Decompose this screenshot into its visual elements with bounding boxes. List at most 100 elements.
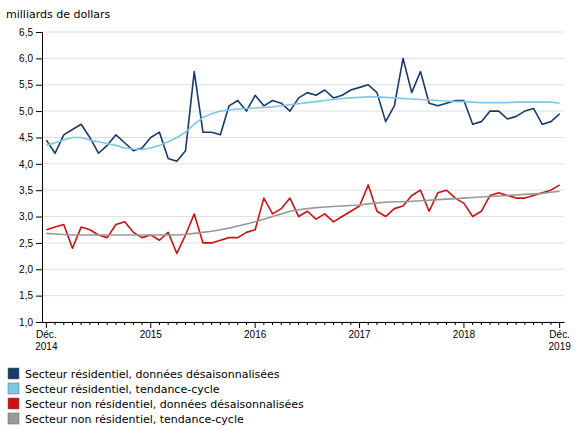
x-tick [446, 322, 447, 325]
grid-line [42, 163, 564, 164]
x-tick [403, 322, 404, 325]
x-tick-mark [168, 322, 169, 325]
x-tick [168, 322, 169, 325]
x-tick-label: 2018 [453, 329, 476, 340]
y-tick-label: 6,5 [19, 27, 33, 38]
y-tick: 5,5 [19, 79, 42, 90]
x-tick-mark [89, 322, 90, 325]
x-tick-mark [429, 322, 430, 325]
grid-line [42, 242, 564, 243]
x-tick [55, 322, 56, 325]
grid-line [42, 322, 564, 323]
x-tick-mark [272, 322, 273, 325]
x-tick-mark [316, 322, 317, 325]
y-tick-label: 1,5 [19, 290, 33, 301]
grid-line [42, 295, 564, 296]
x-tick [333, 322, 334, 325]
x-tick-label: Déc.2014 [35, 329, 58, 352]
x-tick [237, 322, 238, 325]
x-tick-mark [107, 322, 108, 325]
x-tick [115, 322, 116, 325]
x-tick [394, 322, 395, 325]
x-tick: Déc.2014 [35, 322, 58, 352]
x-tick [98, 322, 99, 325]
x-tick-mark [550, 322, 551, 325]
x-tick [194, 322, 195, 325]
x-tick [63, 322, 64, 325]
x-tick-mark [124, 322, 125, 325]
grid-line [42, 84, 564, 85]
grid-line [42, 269, 564, 270]
y-axis-title: milliards de dollars [6, 8, 111, 21]
x-tick-mark [533, 322, 534, 325]
x-tick-label: Déc.2019 [549, 329, 572, 352]
x-tick [142, 322, 143, 325]
x-tick [350, 322, 351, 325]
legend-label: Secteur non résidentiel, tendance-cycle [25, 413, 244, 426]
x-tick: 2016 [244, 322, 267, 340]
y-tick-label: 3,5 [19, 185, 33, 196]
grid-line [42, 111, 564, 112]
x-tick [437, 322, 438, 325]
x-tick [316, 322, 317, 325]
y-tick: 5,0 [19, 106, 42, 117]
x-tick [272, 322, 273, 325]
x-tick-mark [150, 322, 151, 328]
legend-swatch [8, 398, 19, 409]
x-tick-mark [115, 322, 116, 325]
y-tick: 2,5 [19, 238, 42, 249]
x-tick [263, 322, 264, 325]
x-tick-mark [289, 322, 290, 325]
y-tick-label: 4,0 [19, 159, 33, 170]
y-tick: 3,0 [19, 211, 42, 222]
x-tick-mark [376, 322, 377, 325]
legend-label: Secteur résidentiel, tendance-cycle [25, 383, 220, 396]
x-tick-mark [298, 322, 299, 325]
x-tick-mark [202, 322, 203, 325]
y-tick: 6,5 [19, 27, 42, 38]
x-tick: Déc.2019 [549, 322, 572, 352]
x-tick [342, 322, 343, 325]
x-tick-mark [281, 322, 282, 325]
lines [46, 58, 559, 253]
x-tick-mark [159, 322, 160, 325]
x-tick [229, 322, 230, 325]
legend-item: Secteur résidentiel, tendance-cycle [8, 383, 220, 396]
series-line [46, 191, 559, 235]
x-tick [202, 322, 203, 325]
x-tick [307, 322, 308, 325]
x-tick-mark [46, 322, 47, 328]
x-tick-mark [516, 322, 517, 325]
plot-area: 1,01,52,02,53,03,54,04,55,05,56,06,5Déc.… [19, 27, 571, 352]
x-tick-mark [420, 322, 421, 325]
y-tick-mark [36, 111, 42, 112]
y-tick-mark [36, 190, 42, 191]
x-tick-mark [229, 322, 230, 325]
x-tick [211, 322, 212, 325]
y-tick: 3,5 [19, 185, 42, 196]
x-tick [185, 322, 186, 325]
x-tick [542, 322, 543, 325]
x-tick [81, 322, 82, 325]
y-axis-line [36, 33, 43, 323]
x-tick [133, 322, 134, 325]
grid-line [42, 190, 564, 191]
x-tick-mark [437, 322, 438, 325]
x-tick-mark [559, 322, 560, 328]
legend-label: Secteur non résidentiel, données désaiso… [25, 398, 304, 411]
x-tick [411, 322, 412, 325]
x-tick-mark [72, 322, 73, 325]
x-tick-mark [237, 322, 238, 325]
legend-label: Secteur résidentiel, données désaisonnal… [25, 368, 280, 381]
x-tick-mark [307, 322, 308, 325]
x-tick [324, 322, 325, 325]
y-tick-mark [36, 137, 42, 138]
x-tick [481, 322, 482, 325]
x-tick [124, 322, 125, 325]
x-tick-mark [176, 322, 177, 325]
x-tick [429, 322, 430, 325]
x-tick-mark [263, 322, 264, 325]
grid-line [42, 58, 564, 59]
x-tick [176, 322, 177, 325]
y-tick-label: 3,0 [19, 211, 33, 222]
